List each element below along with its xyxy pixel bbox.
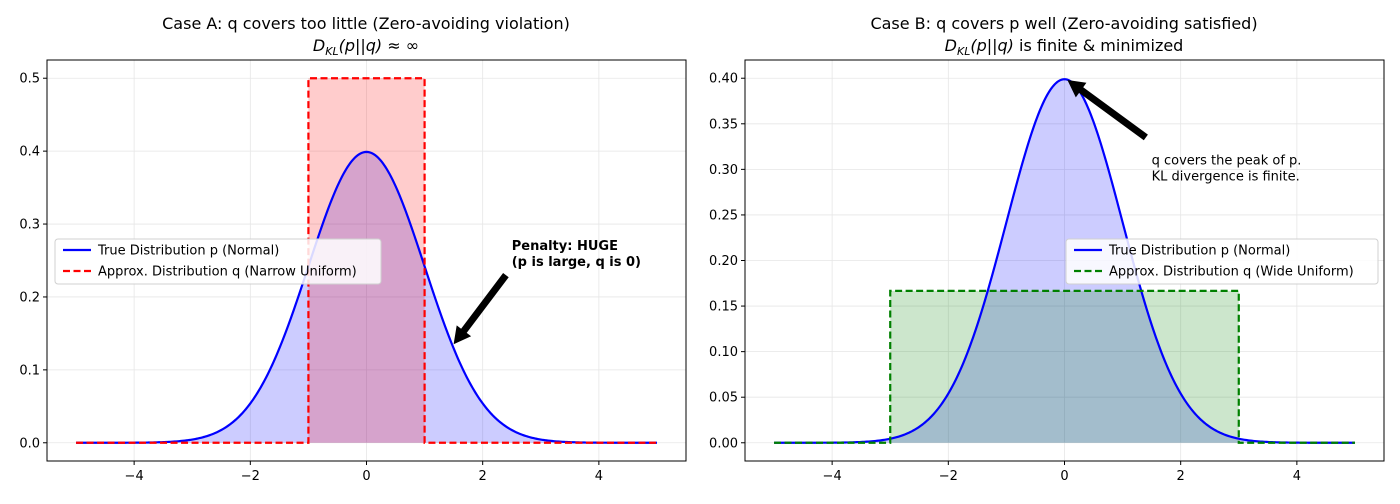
chart-title: Case B: q covers p well (Zero-avoiding s… <box>870 14 1257 33</box>
series-p-line <box>76 150 657 444</box>
x-tick-label: 0 <box>1060 469 1068 484</box>
series-q-line <box>76 77 657 444</box>
y-tick-label: 0.05 <box>709 391 738 406</box>
x-tick-label: 0 <box>362 469 370 484</box>
series-p-line <box>774 78 1355 444</box>
annotation-text: q covers the peak of p. <box>1152 153 1302 168</box>
legend-label: Approx. Distribution q (Wide Uniform) <box>1109 265 1354 280</box>
y-tick-label: 0.3 <box>19 218 40 233</box>
legend-label: True Distribution p (Normal) <box>97 244 279 259</box>
annotation-arrow <box>1067 80 1148 141</box>
legend: True Distribution p (Normal) Approx. Dist… <box>54 238 382 285</box>
x-axis: −4 −2 0 2 4 <box>823 461 1301 484</box>
chart-panel-case-a: Case A: q covers too little (Zero-avoidi… <box>19 14 687 484</box>
y-tick-label: 0.25 <box>709 208 738 223</box>
y-tick-label: 0.1 <box>19 363 40 378</box>
legend-box <box>54 238 382 285</box>
y-axis: 0.00 0.05 0.10 0.15 0.20 0.25 0.30 0.35 0.40 <box>709 72 745 451</box>
legend: True Distribution p (Normal) Approx. Dist… <box>1065 238 1379 285</box>
y-tick-label: 0.00 <box>709 436 738 451</box>
y-tick-label: 0.20 <box>709 254 738 269</box>
y-tick-label: 0.30 <box>709 163 738 178</box>
chart-subtitle: DKL(p||q) is finite & minimized <box>945 36 1184 58</box>
x-tick-label: −2 <box>241 469 260 484</box>
x-tick-label: 4 <box>1293 469 1301 484</box>
legend-label: Approx. Distribution q (Narrow Uniform) <box>98 265 357 280</box>
x-tick-label: 2 <box>1177 469 1185 484</box>
plot-area <box>774 78 1355 444</box>
y-tick-label: 0.5 <box>19 72 40 87</box>
y-tick-label: 0.40 <box>709 72 738 87</box>
x-tick-label: −2 <box>939 469 958 484</box>
annotation-arrow <box>453 273 509 345</box>
legend-label: True Distribution p (Normal) <box>1108 244 1290 259</box>
series-q-line <box>774 289 1355 444</box>
annotation-text: (p is large, q is 0) <box>512 255 641 270</box>
y-tick-label: 0.15 <box>709 300 738 315</box>
x-tick-label: −4 <box>125 469 144 484</box>
chart-panel-case-b: Case B: q covers p well (Zero-avoiding s… <box>709 14 1385 484</box>
annotation: q covers the peak of p.KL divergence is … <box>1067 80 1301 184</box>
annotation-text: Penalty: HUGE <box>512 239 618 254</box>
y-axis: 0.0 0.1 0.2 0.3 0.4 0.5 <box>19 72 47 451</box>
x-tick-label: 2 <box>479 469 487 484</box>
series-p-fill <box>76 151 657 443</box>
y-tick-label: 0.4 <box>19 145 40 160</box>
series-p-fill <box>774 79 1355 443</box>
annotation: Penalty: HUGE(p is large, q is 0) <box>453 239 641 345</box>
chart-title: Case A: q covers too little (Zero-avoidi… <box>162 14 570 33</box>
chart-subtitle: DKL(p||q) ≈ ∞ <box>313 36 419 58</box>
y-tick-label: 0.10 <box>709 345 738 360</box>
legend-box <box>1065 238 1379 285</box>
x-tick-label: 4 <box>595 469 603 484</box>
annotation-text: KL divergence is finite. <box>1152 169 1300 184</box>
x-tick-label: −4 <box>823 469 842 484</box>
x-axis: −4 −2 0 2 4 <box>125 461 603 484</box>
y-tick-label: 0.35 <box>709 117 738 132</box>
y-tick-label: 0.2 <box>19 290 40 305</box>
series-q-fill <box>890 290 1239 443</box>
y-tick-label: 0.0 <box>19 436 40 451</box>
